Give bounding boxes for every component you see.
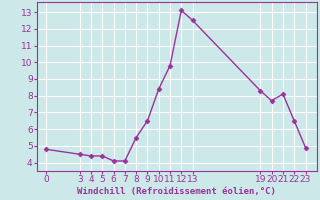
X-axis label: Windchill (Refroidissement éolien,°C): Windchill (Refroidissement éolien,°C) — [77, 187, 276, 196]
